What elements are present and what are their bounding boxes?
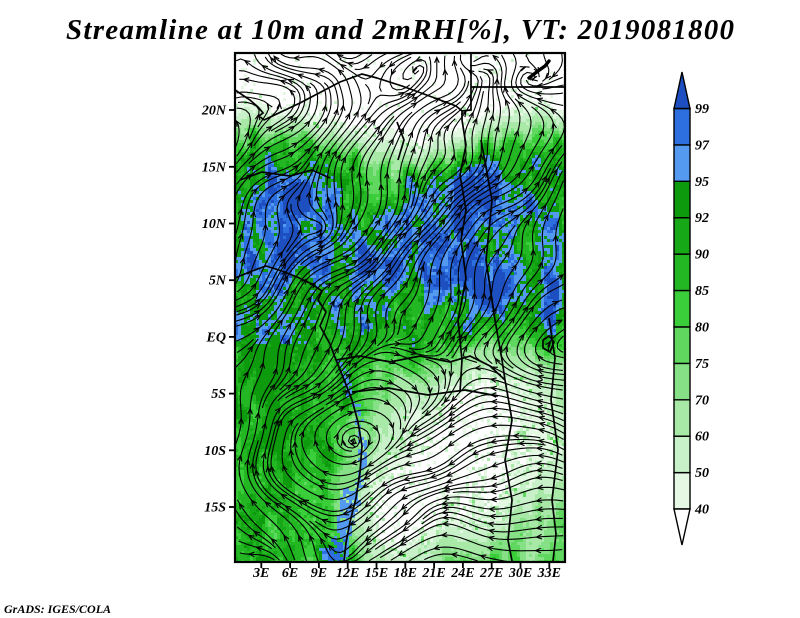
svg-text:9E: 9E: [311, 566, 327, 581]
svg-text:40: 40: [694, 503, 709, 518]
svg-text:Streamline at 10m and 2mRH[%],: Streamline at 10m and 2mRH[%], VT: 20190…: [66, 14, 734, 46]
svg-text:24E: 24E: [450, 566, 474, 581]
svg-text:75: 75: [695, 357, 709, 372]
svg-text:97: 97: [695, 138, 710, 153]
svg-text:27E: 27E: [479, 566, 503, 581]
svg-text:12E: 12E: [336, 566, 359, 581]
svg-text:EQ: EQ: [206, 330, 226, 345]
svg-text:15E: 15E: [365, 566, 388, 581]
svg-text:30E: 30E: [508, 566, 532, 581]
svg-text:20N: 20N: [201, 104, 227, 119]
svg-text:80: 80: [695, 321, 709, 336]
svg-text:15S: 15S: [204, 501, 226, 516]
svg-text:95: 95: [695, 175, 709, 190]
svg-text:5S: 5S: [211, 387, 226, 402]
svg-text:21E: 21E: [421, 566, 445, 581]
svg-text:10N: 10N: [202, 217, 227, 232]
svg-text:99: 99: [695, 102, 709, 117]
svg-text:70: 70: [695, 393, 709, 408]
svg-text:GrADS: IGES/COLA: GrADS: IGES/COLA: [4, 602, 111, 616]
svg-text:15N: 15N: [202, 160, 227, 175]
svg-text:90: 90: [695, 248, 709, 263]
svg-text:6E: 6E: [282, 566, 298, 581]
svg-text:18E: 18E: [394, 566, 417, 581]
svg-text:3E: 3E: [252, 566, 269, 581]
svg-text:92: 92: [695, 211, 709, 226]
svg-text:5N: 5N: [209, 274, 227, 289]
svg-text:10S: 10S: [204, 444, 226, 459]
svg-text:33E: 33E: [537, 566, 561, 581]
svg-text:60: 60: [695, 430, 709, 445]
svg-text:50: 50: [695, 466, 709, 481]
svg-text:85: 85: [695, 284, 709, 299]
